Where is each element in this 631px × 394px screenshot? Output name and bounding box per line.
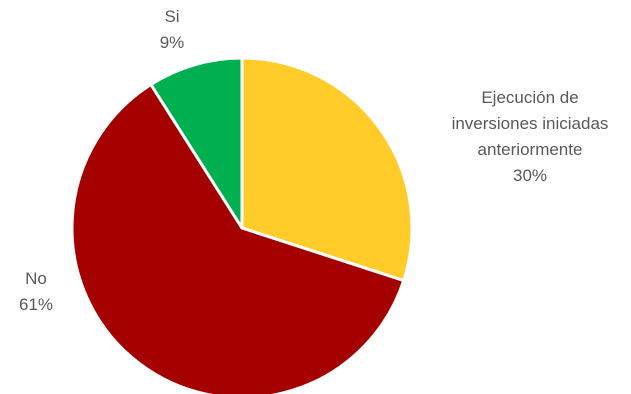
slice-label-0: Ejecución de inversiones iniciadas anterio… xyxy=(452,88,609,185)
slice-category-label: Ejecución de xyxy=(481,88,578,107)
slice-category-label: anteriormente xyxy=(478,140,583,159)
pie-slice-2 xyxy=(149,56,244,230)
pie-slices xyxy=(70,56,414,394)
pie-slice-1 xyxy=(70,82,406,394)
slice-label-2: Si 9% xyxy=(160,7,185,52)
slice-category-label: Si xyxy=(164,7,179,26)
slice-label-1: No 61% xyxy=(19,269,53,314)
slice-category-label: inversiones iniciadas xyxy=(452,114,609,133)
slice-category-label: No xyxy=(25,269,47,288)
slice-value-label: 30% xyxy=(513,166,547,185)
pie-labels: Ejecución de inversiones iniciadas anterio… xyxy=(19,7,608,314)
slice-value-label: 9% xyxy=(160,33,185,52)
pie-slice-0 xyxy=(240,56,414,283)
slice-value-label: 61% xyxy=(19,295,53,314)
